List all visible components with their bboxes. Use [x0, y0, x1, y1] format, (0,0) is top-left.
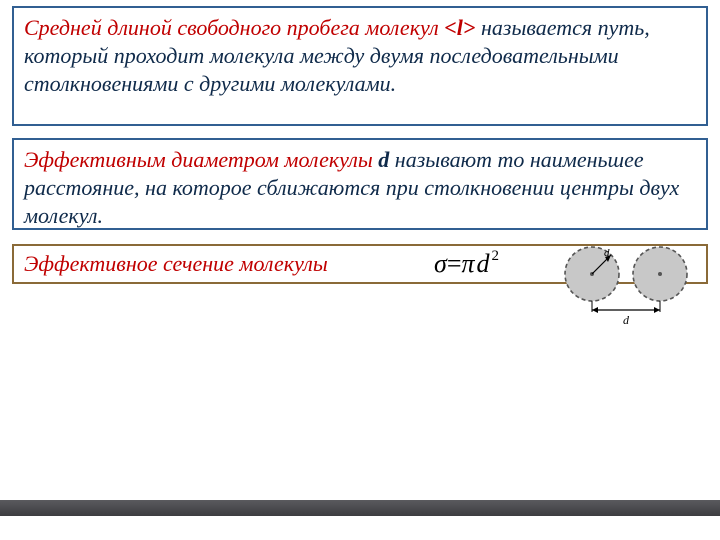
definition-text-2: Эффективным диаметром молекулы d называю… [24, 147, 679, 228]
definition-box-effective-diameter: Эффективным диаметром молекулы d называю… [12, 138, 708, 230]
distance-arrow-left [592, 307, 598, 313]
formula-cross-section: σ = π d 2 [434, 246, 499, 282]
formula-d: d [477, 249, 490, 279]
label-d-radius: d [604, 247, 610, 259]
formula-exp: 2 [492, 248, 500, 265]
formula-pi: π [462, 249, 475, 279]
label-d-distance: d [623, 313, 630, 327]
distance-arrow-right [654, 307, 660, 313]
molecule-diagram-svg: d d [548, 240, 708, 330]
symbol-l: <l> [444, 15, 475, 40]
center-dot-2 [658, 272, 662, 276]
term-cross-section: Эффективное сечение молекулы [24, 250, 328, 278]
term-effective-diameter: Эффективным диаметром молекулы [24, 147, 378, 172]
symbol-d: d [378, 147, 389, 172]
formula-sigma: σ [434, 249, 447, 279]
definition-box-mean-free-path: Средней длиной свободного пробега молеку… [12, 6, 708, 126]
slide: Средней длиной свободного пробега молеку… [0, 0, 720, 540]
term-mean-free-path: Средней длиной свободного пробега молеку… [24, 15, 444, 40]
molecule-diagram: d d [548, 240, 708, 330]
definition-text-1: Средней длиной свободного пробега молеку… [24, 15, 650, 96]
formula-eq: = [447, 249, 462, 279]
footer-bar [0, 500, 720, 516]
